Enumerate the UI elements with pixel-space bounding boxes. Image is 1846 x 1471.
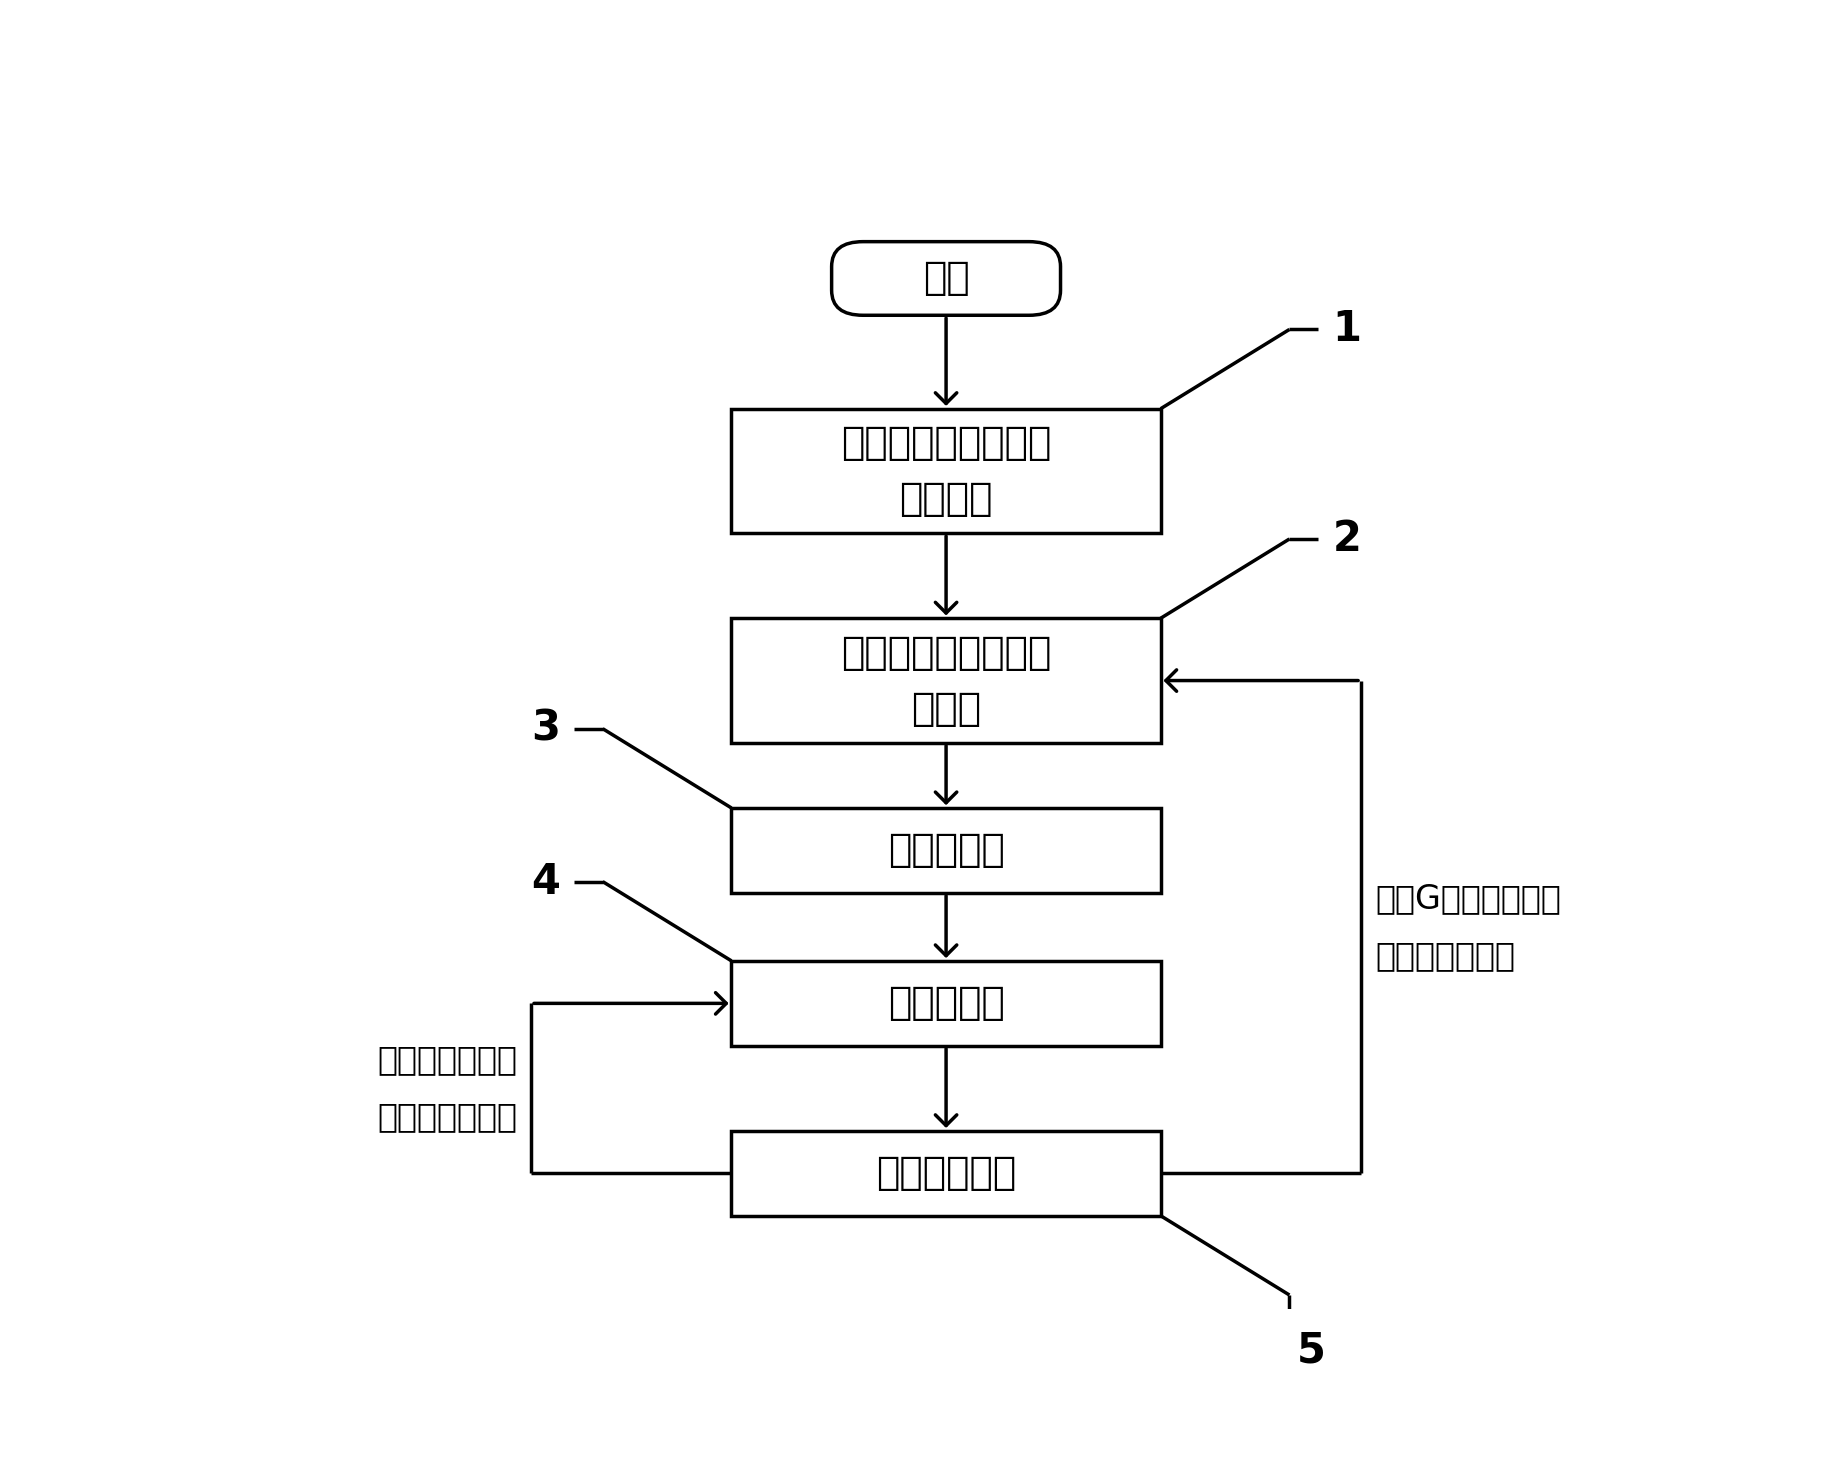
Text: 适应度评估: 适应度评估 [888,831,1004,869]
Text: 开始: 开始 [923,259,969,297]
Text: 5: 5 [1296,1328,1325,1371]
FancyBboxPatch shape [831,241,1060,315]
Text: 4: 4 [532,861,559,903]
Text: 3: 3 [532,708,559,750]
Text: 一代遗传操作后: 一代遗传操作后 [377,1043,517,1077]
Text: 伪随机序列转化为初
始种群: 伪随机序列转化为初 始种群 [842,634,1050,728]
Text: 不满足结束条件: 不满足结束条件 [1375,938,1516,972]
Text: 结束条件判断: 结束条件判断 [877,1155,1015,1193]
Text: 根据被测电路得出适
应度函数: 根据被测电路得出适 应度函数 [842,424,1050,518]
FancyBboxPatch shape [731,409,1161,534]
Text: 1: 1 [1333,309,1361,350]
FancyBboxPatch shape [731,618,1161,743]
Text: 经过G代遗传操作后: 经过G代遗传操作后 [1375,883,1562,915]
FancyBboxPatch shape [731,961,1161,1046]
Text: 不满足结束条件: 不满足结束条件 [377,1100,517,1133]
Text: 2: 2 [1333,518,1361,560]
FancyBboxPatch shape [731,808,1161,893]
FancyBboxPatch shape [731,1131,1161,1215]
Text: 选取、交叉: 选取、交叉 [888,984,1004,1022]
